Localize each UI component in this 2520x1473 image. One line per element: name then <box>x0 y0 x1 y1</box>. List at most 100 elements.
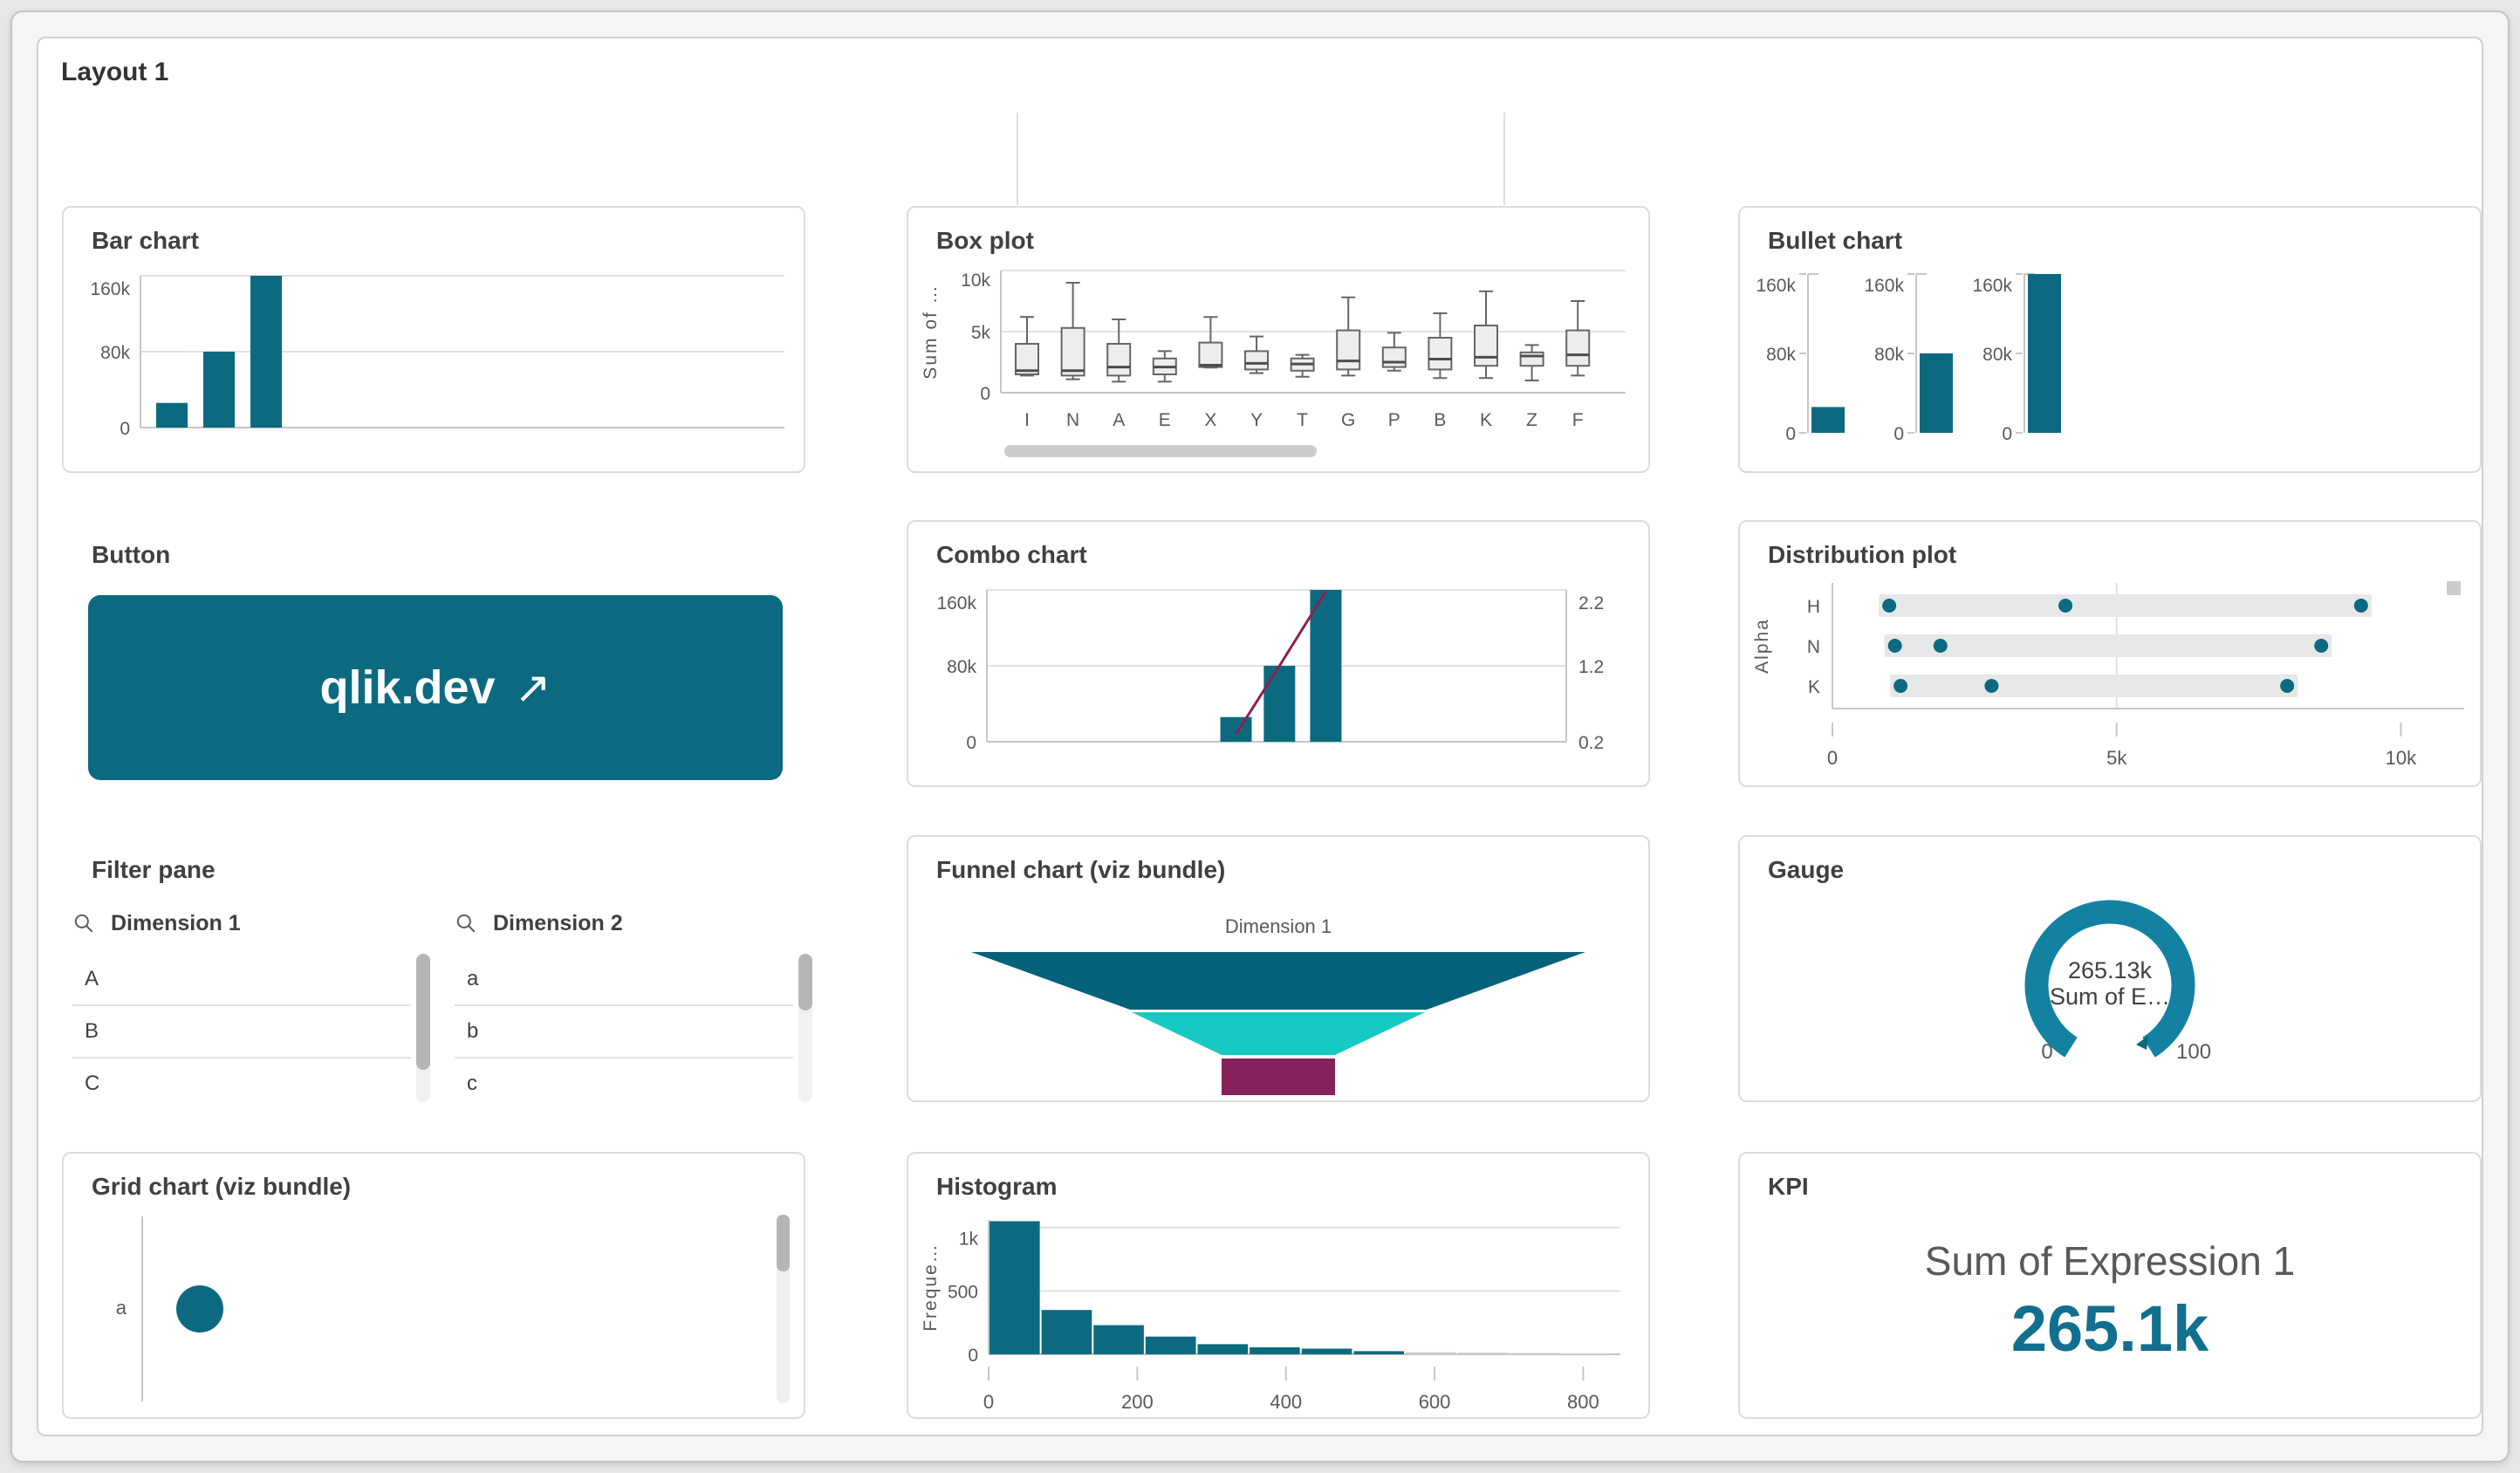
svg-text:0: 0 <box>120 419 130 439</box>
distribution-plot[interactable]: HNK 0 5k 10k Alpha <box>1749 576 2471 782</box>
panel-combo-chart: Combo chart 0 80k 160k 0.2 1.2 2.2 <box>907 520 1650 787</box>
svg-text:0: 0 <box>1827 747 1838 769</box>
arrow-up-right-icon: ↗ <box>514 663 551 712</box>
svg-text:600: 600 <box>1419 1391 1451 1413</box>
search-icon <box>74 914 93 933</box>
svg-text:5k: 5k <box>2106 747 2127 769</box>
histogram-chart[interactable]: 0 500 1k Freque… 0 200 400 600 800 <box>917 1208 1640 1414</box>
svg-text:160k: 160k <box>1756 276 1796 296</box>
kpi-value: 265.1k <box>2010 1292 2209 1365</box>
svg-text:80k: 80k <box>1874 345 1904 365</box>
panel-title: Combo chart <box>936 541 1087 568</box>
list-item[interactable]: B <box>72 1006 411 1059</box>
grid-chart[interactable]: a <box>72 1208 795 1414</box>
svg-text:0: 0 <box>968 1346 978 1366</box>
svg-text:100: 100 <box>2176 1040 2211 1064</box>
panel-funnel-chart: Funnel chart (viz bundle) Dimension 1 <box>907 835 1650 1102</box>
svg-text:X: X <box>1204 410 1216 430</box>
panel-histogram: Histogram 0 500 1k Freque… 0 200 400 600 800 <box>907 1152 1650 1419</box>
panel-filter-pane: Filter pane Dimension 1 A B C <box>62 835 812 1102</box>
svg-text:0.2: 0.2 <box>1578 733 1604 753</box>
panel-gauge: Gauge 265.13k Sum of E… 0 100 <box>1738 835 2482 1102</box>
svg-text:265.13k: 265.13k <box>2068 957 2153 983</box>
svg-text:Sum of …: Sum of … <box>921 284 941 379</box>
panel-title: Histogram <box>936 1173 1058 1200</box>
list-item[interactable]: a <box>455 954 793 1006</box>
svg-text:0: 0 <box>966 733 976 753</box>
panel-title: Bar chart <box>92 227 199 254</box>
svg-text:Freque…: Freque… <box>921 1243 941 1332</box>
combo-chart[interactable]: 0 80k 160k 0.2 1.2 2.2 <box>917 576 1640 782</box>
svg-text:Z: Z <box>1526 410 1537 430</box>
svg-text:0: 0 <box>1893 424 1904 444</box>
scrollbar-thumb[interactable] <box>777 1215 790 1271</box>
svg-text:80k: 80k <box>947 657 976 677</box>
svg-text:N: N <box>1807 637 1820 657</box>
svg-text:Alpha: Alpha <box>1752 618 1772 674</box>
svg-text:I: I <box>1024 410 1030 430</box>
svg-text:K: K <box>1480 410 1492 430</box>
bar-chart[interactable]: 0 80k 160k <box>72 262 795 468</box>
funnel-chart[interactable]: Dimension 1 <box>917 891 1640 1097</box>
svg-text:1.2: 1.2 <box>1578 657 1604 677</box>
listbox-values: A B C <box>72 954 411 1102</box>
svg-text:160k: 160k <box>90 279 130 299</box>
svg-text:200: 200 <box>1121 1391 1154 1413</box>
svg-text:800: 800 <box>1567 1391 1599 1413</box>
listbox-values: a b c <box>455 954 793 1102</box>
scrollbar[interactable] <box>416 954 430 1102</box>
page-title: Layout 1 <box>61 58 169 86</box>
listbox-title: Dimension 2 <box>493 910 623 935</box>
qlik-dev-button[interactable]: qlik.dev ↗ <box>88 595 783 780</box>
svg-text:Y: Y <box>1250 410 1263 430</box>
svg-text:Sum of E…: Sum of E… <box>2050 983 2170 1010</box>
listbox-header[interactable]: Dimension 2 <box>455 905 812 942</box>
list-item[interactable]: C <box>72 1059 411 1102</box>
search-icon <box>456 914 476 933</box>
svg-text:80k: 80k <box>100 343 130 363</box>
svg-text:K: K <box>1808 677 1820 697</box>
list-item[interactable]: b <box>455 1006 793 1059</box>
svg-text:H: H <box>1807 597 1820 617</box>
button-label: qlik.dev <box>319 661 496 714</box>
listbox-header[interactable]: Dimension 1 <box>72 905 430 942</box>
svg-text:P: P <box>1388 410 1400 430</box>
panel-title: Bullet chart <box>1768 227 1903 254</box>
panel-title: Filter pane <box>92 856 216 883</box>
listbox-dimension-1: Dimension 1 A B C <box>72 905 430 1102</box>
svg-text:F: F <box>1572 410 1584 430</box>
panel-title: Funnel chart (viz bundle) <box>936 856 1226 883</box>
svg-text:0: 0 <box>980 384 990 404</box>
scrollbar[interactable] <box>798 954 812 1102</box>
panel-title: Grid chart (viz bundle) <box>92 1173 352 1200</box>
svg-text:2.2: 2.2 <box>1578 593 1604 613</box>
svg-text:1k: 1k <box>959 1230 979 1250</box>
svg-text:160k: 160k <box>1864 276 1904 296</box>
panel-title: Box plot <box>936 227 1034 254</box>
scrollbar-thumb[interactable] <box>798 954 812 1011</box>
panel-kpi: KPI Sum of Expression 1 265.1k <box>1738 1152 2482 1419</box>
svg-text:a: a <box>116 1297 127 1319</box>
scrollbar[interactable] <box>777 1215 790 1403</box>
panel-title: Button <box>92 541 171 568</box>
svg-text:0: 0 <box>2041 1040 2052 1064</box>
panel-distribution-plot: Distribution plot H N K 0 5k 10k Alpha <box>1738 520 2482 787</box>
panel-title: KPI <box>1768 1173 1809 1200</box>
listbox-dimension-2: Dimension 2 a b c <box>455 905 812 1102</box>
list-item[interactable]: A <box>72 954 411 1006</box>
panel-bar-chart: Bar chart 0 80k 160k <box>62 206 805 473</box>
svg-text:0: 0 <box>2002 424 2012 444</box>
svg-text:500: 500 <box>948 1282 978 1302</box>
svg-text:80k: 80k <box>1766 345 1796 365</box>
scrollbar-thumb[interactable] <box>416 954 430 1070</box>
bullet-chart[interactable]: 0 80k 160k 0 80k 160k 0 80k 160k <box>1749 262 2471 468</box>
panel-box-plot: Box plot 0 5k 10k Sum of … I N A E X Y T G P B K Z F <box>907 206 1650 473</box>
svg-text:0: 0 <box>1785 424 1796 444</box>
svg-text:160k: 160k <box>936 593 976 613</box>
svg-text:Dimension 1: Dimension 1 <box>1225 915 1332 937</box>
svg-text:N: N <box>1066 410 1079 430</box>
list-item[interactable]: c <box>455 1059 793 1102</box>
panel-title: Distribution plot <box>1768 541 1957 568</box>
box-plot[interactable]: 0 5k 10k Sum of … I N A E X Y T G P B K Z F <box>917 262 1640 468</box>
